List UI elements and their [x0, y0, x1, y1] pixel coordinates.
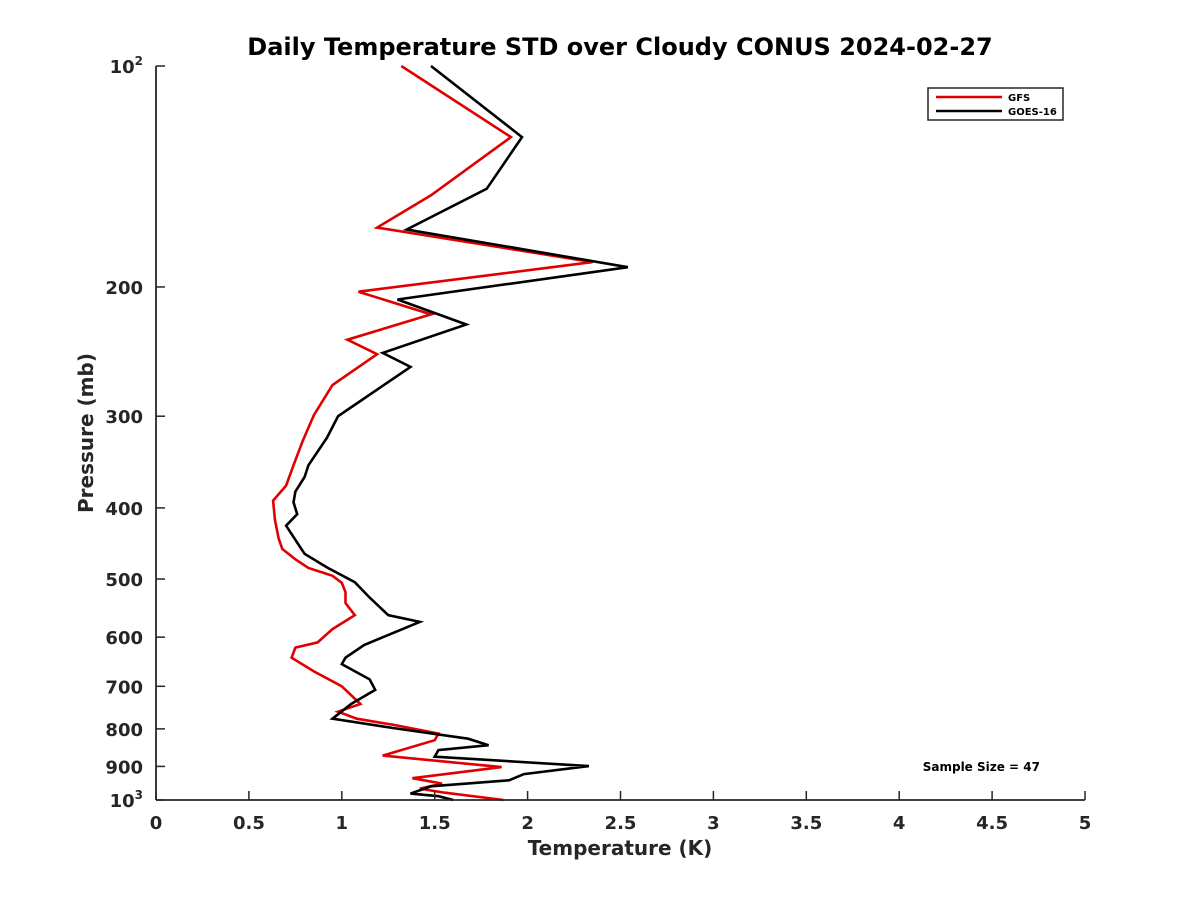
y-tick-label: 700 [105, 677, 143, 698]
y-tick-label: 200 [105, 278, 143, 299]
y-tick-label: 600 [105, 628, 143, 649]
y-tick-label: 103 [110, 788, 143, 812]
x-tick-label: 1.5 [419, 813, 451, 834]
legend-label-goes16: GOES-16 [1008, 107, 1057, 118]
sample-size-annotation: Sample Size = 47 [923, 760, 1040, 774]
series-line-goes-16 [284, 64, 629, 802]
axes [155, 66, 1085, 801]
y-axis-label: Pressure (mb) [74, 353, 98, 513]
y-tick-label: 900 [105, 757, 143, 778]
x-tick-label: 0 [150, 813, 163, 834]
chart-title: Daily Temperature STD over Cloudy CONUS … [247, 33, 992, 61]
y-tick-label: 500 [105, 570, 143, 591]
x-tick-label: 1 [336, 813, 349, 834]
series-line-gfs [271, 64, 593, 802]
x-tick-label: 5 [1079, 813, 1092, 834]
ticks: 0 0.5 1 1.5 2 2.5 3 3.5 4 4.5 5 102 200 300 400 500 600 7… [105, 54, 1091, 834]
x-tick-label: 2.5 [605, 813, 637, 834]
x-axis-label: Temperature (K) [528, 836, 713, 860]
legend: GFS GOES-16 [927, 87, 1064, 121]
x-tick-label: 4.5 [976, 813, 1008, 834]
x-tick-label: 0.5 [233, 813, 265, 834]
y-tick-label: 102 [110, 54, 143, 78]
x-tick-label: 3.5 [790, 813, 822, 834]
series-lines [271, 64, 629, 802]
x-tick-label: 3 [707, 813, 720, 834]
legend-label-gfs: GFS [1008, 93, 1030, 104]
y-tick-label: 300 [105, 407, 143, 428]
x-tick-label: 2 [521, 813, 534, 834]
y-tick-label: 400 [105, 499, 143, 520]
legend-box [927, 87, 1064, 121]
y-tick-label: 800 [105, 720, 143, 741]
x-tick-label: 4 [893, 813, 906, 834]
